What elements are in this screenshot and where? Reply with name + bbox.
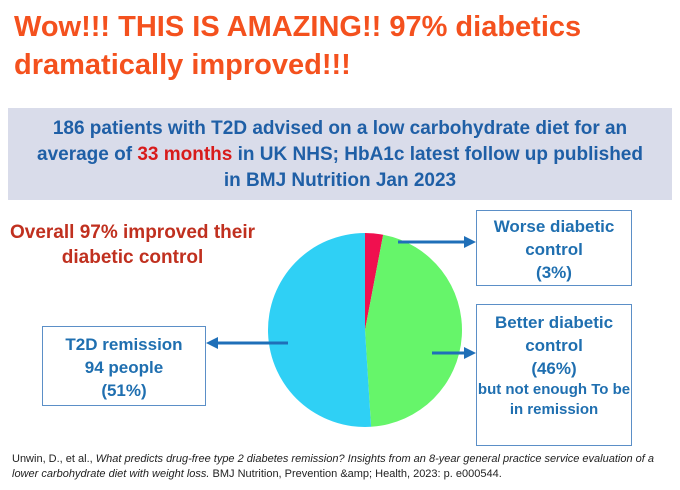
title-text: 186 patients with T2D advised on a low c… [37, 118, 628, 165]
arrow-head [464, 236, 476, 248]
pie-slice [365, 233, 384, 330]
annotation: but not enough To be in remission [477, 381, 631, 418]
slice-label: Better diabetic control [494, 313, 614, 355]
chart-title: 186 patients with T2D advised on a low c… [8, 108, 672, 200]
citation: Unwin, D., et al., What predicts drug-fr… [12, 452, 672, 482]
callout: Better diabetic control (46%) but not en… [476, 304, 632, 446]
callout: T2D remission 94 people (51%) [42, 326, 206, 406]
title-highlight: 33 months [137, 144, 233, 165]
value-label: (46%) [531, 359, 577, 378]
pie-slice [365, 234, 462, 427]
value-label: (51%) [101, 381, 147, 400]
value-label: (3%) [536, 263, 572, 282]
arrow-head [206, 337, 218, 349]
annotation: 94 people [84, 358, 164, 377]
callout: Worse diabetic control (3%) [476, 210, 632, 286]
slice-label: T2D remission [65, 335, 183, 354]
pie [267, 233, 462, 428]
annotation: Overall 97% improved their diabetic cont… [10, 222, 255, 268]
headline: Wow!!! THIS IS AMAZING!! 97% diabetics d… [14, 11, 582, 81]
citation-text: Unwin, D., et al., [12, 453, 96, 465]
citation-text: BMJ Nutrition, Prevention &amp; Health, … [209, 468, 502, 480]
arrow-head [464, 347, 476, 359]
pie-slice [267, 233, 372, 428]
title-text: in UK NHS; HbA1c latest follow up publis… [223, 144, 643, 191]
slice-label: Worse diabetic control [493, 217, 615, 259]
arrows [206, 236, 476, 359]
citation-title: What predicts drug-free type 2 diabetes … [12, 453, 654, 480]
